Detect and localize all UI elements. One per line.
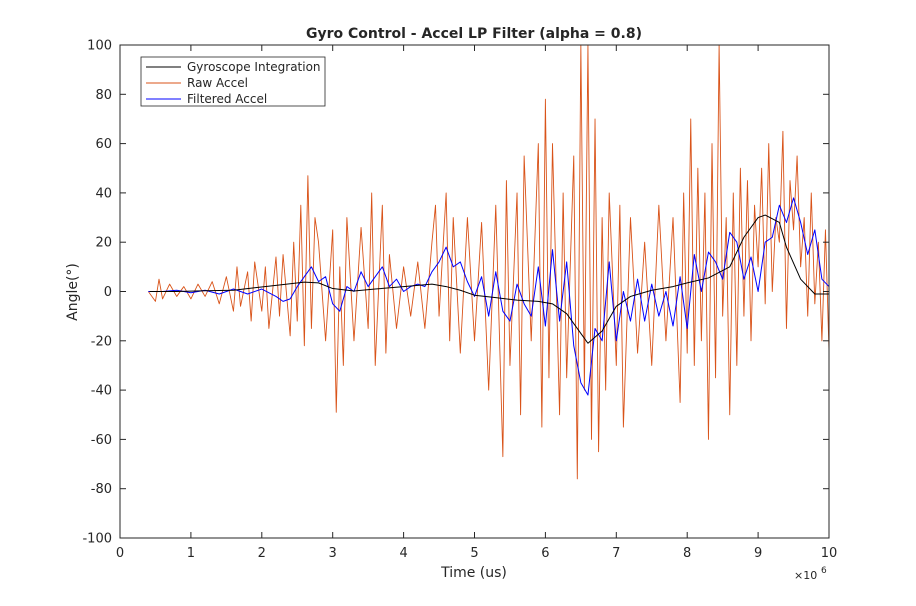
x-tick-label: 6 — [541, 546, 549, 561]
x-axis-exponent-base: ×10 — [794, 569, 817, 582]
y-tick-label: 20 — [95, 236, 112, 251]
x-tick-label: 10 — [821, 546, 838, 561]
y-tick-label: 0 — [104, 285, 112, 300]
x-ticks: 0 1 2 3 4 5 6 7 8 9 10 — [116, 45, 837, 561]
chart-title: Gyro Control - Accel LP Filter (alpha = … — [306, 26, 642, 42]
x-tick-label: 2 — [258, 546, 266, 561]
x-axis-exponent-power: 6 — [821, 566, 827, 576]
legend-label: Gyroscope Integration — [187, 60, 321, 74]
x-axis-label: Time (us) — [440, 565, 507, 581]
y-tick-label: 40 — [95, 186, 112, 201]
series-line-raw-accel — [147, 44, 830, 480]
series-layer — [147, 44, 830, 480]
y-tick-label: 60 — [95, 137, 112, 152]
y-tick-label: -20 — [91, 334, 112, 349]
y-tick-label: -80 — [91, 482, 112, 497]
x-tick-label: 7 — [612, 546, 620, 561]
y-tick-label: 80 — [95, 88, 112, 103]
legend-entries: Gyroscope Integration Raw Accel Filtered A… — [146, 60, 321, 106]
x-tick-label: 9 — [754, 546, 762, 561]
x-tick-label: 3 — [329, 546, 337, 561]
plot-area — [120, 45, 829, 538]
y-tick-label: -40 — [91, 384, 112, 399]
x-axis-exponent: ×10 6 — [794, 566, 827, 582]
x-tick-label: 8 — [683, 546, 691, 561]
x-tick-label: 4 — [399, 546, 407, 561]
legend-label: Raw Accel — [187, 76, 248, 90]
legend: Gyroscope Integration Raw Accel Filtered A… — [140, 56, 326, 107]
y-tick-label: -100 — [82, 532, 112, 547]
x-tick-label: 1 — [187, 546, 195, 561]
legend-box — [140, 56, 326, 107]
x-tick-label: 0 — [116, 546, 124, 561]
series-line-filtered-accel — [148, 197, 830, 396]
y-axis-label: Angle(°) — [65, 263, 81, 321]
series-line-gyroscope-integration — [149, 214, 829, 344]
y-tick-label: 100 — [87, 39, 112, 54]
y-ticks: -100 -80 -60 -40 -20 0 20 40 60 80 100 — [82, 39, 829, 547]
x-tick-label: 5 — [470, 546, 478, 561]
legend-label: Filtered Accel — [187, 92, 267, 106]
y-tick-label: -60 — [91, 433, 112, 448]
